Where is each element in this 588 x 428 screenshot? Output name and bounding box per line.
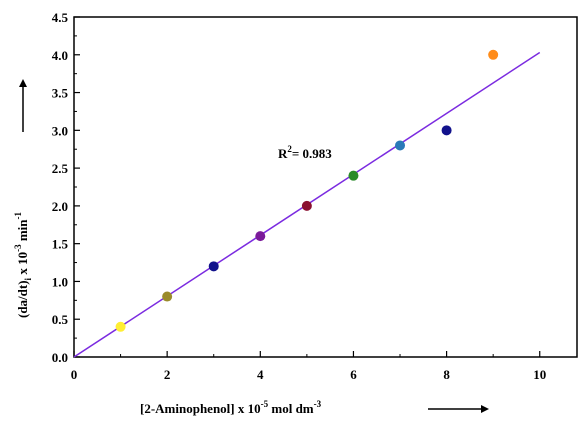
data-point (162, 291, 173, 302)
data-point (395, 140, 406, 151)
y-axis-arrowhead (19, 79, 27, 87)
y-tick-label: 4.0 (52, 48, 68, 63)
y-axis-title: (da/dt)i x 10-3 min-1 (13, 212, 33, 318)
data-point (348, 170, 359, 181)
y-axis-title-group: (da/dt)i x 10-3 min-1 (13, 79, 33, 318)
y-tick-label: 2.5 (52, 161, 69, 176)
data-point (301, 200, 312, 211)
x-tick-label: 4 (257, 367, 264, 382)
y-tick-label: 1.0 (52, 274, 68, 289)
x-tick-label: 0 (71, 367, 78, 382)
y-tick-label: 0.0 (52, 350, 68, 365)
y-tick-label: 2.0 (52, 199, 68, 214)
x-axis-arrowhead (481, 405, 489, 413)
data-points (115, 49, 499, 332)
data-point (208, 261, 219, 272)
x-axis-title-group: [2-Aminophenol] x 10-5 mol dm-3 (140, 399, 489, 416)
x-tick-label: 10 (533, 367, 546, 382)
data-point (441, 125, 452, 136)
y-tick-label: 4.5 (52, 10, 69, 25)
y-tick-label: 0.5 (52, 312, 69, 327)
y-tick-label: 3.0 (52, 123, 68, 138)
x-tick-label: 2 (164, 367, 171, 382)
axis-ticks: 0 2 4 6 8 10 0.0 0.5 1.0 1.5 2.0 2.5 3.0 3.5 4.0 4.5 (52, 10, 546, 382)
x-tick-label: 6 (350, 367, 357, 382)
r-squared-annotation: R2= 0.983 (278, 144, 332, 161)
data-point (488, 49, 499, 60)
x-tick-label: 8 (443, 367, 450, 382)
data-point (115, 321, 126, 332)
y-tick-label: 1.5 (52, 237, 69, 252)
data-point (255, 231, 266, 242)
plot-frame (73, 16, 578, 358)
x-axis-title: [2-Aminophenol] x 10-5 mol dm-3 (140, 399, 322, 416)
y-tick-label: 3.5 (52, 86, 69, 101)
